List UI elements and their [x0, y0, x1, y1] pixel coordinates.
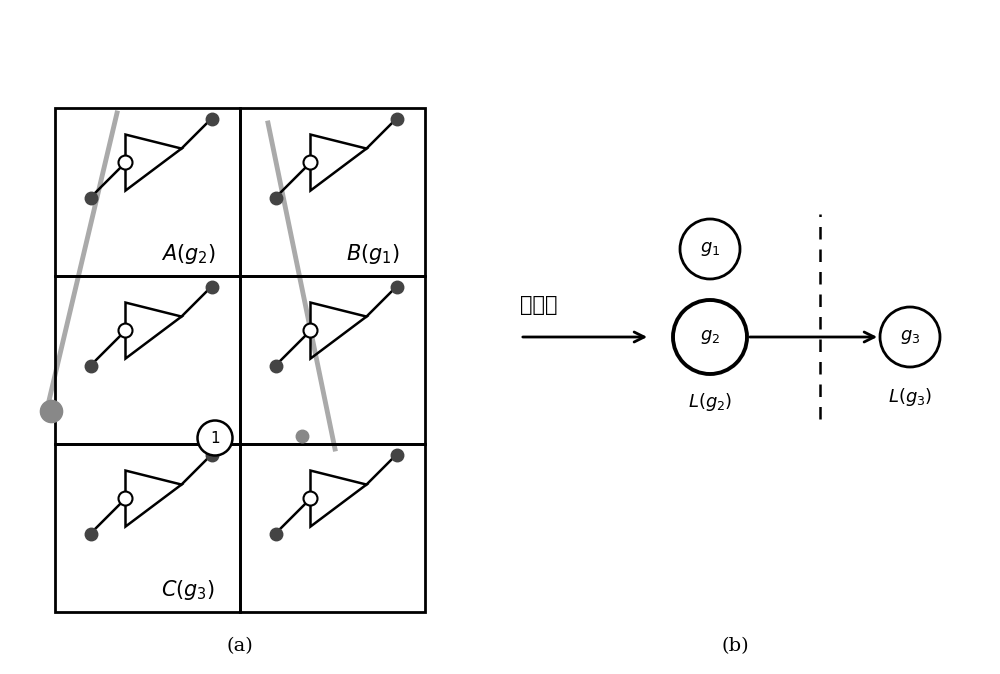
Text: $C(g_3)$: $C(g_3)$ — [161, 578, 215, 602]
Circle shape — [680, 219, 740, 279]
Bar — [55, 276, 240, 444]
Circle shape — [304, 491, 318, 506]
Text: $L(g_2)$: $L(g_2)$ — [688, 391, 732, 413]
Text: $g_2$: $g_2$ — [700, 328, 720, 346]
Bar — [55, 108, 240, 276]
Circle shape — [673, 300, 747, 374]
Text: (b): (b) — [721, 637, 749, 655]
Circle shape — [880, 307, 940, 367]
Bar — [240, 444, 425, 612]
Text: $A(g_2)$: $A(g_2)$ — [161, 242, 216, 266]
Text: 容错前: 容错前 — [520, 295, 558, 315]
Circle shape — [119, 156, 133, 170]
Bar — [55, 444, 240, 612]
Text: $g_1$: $g_1$ — [700, 240, 720, 258]
Circle shape — [198, 421, 233, 456]
Circle shape — [119, 491, 133, 506]
Bar — [240, 276, 425, 444]
Text: (a): (a) — [227, 637, 253, 655]
Text: 1: 1 — [210, 431, 220, 446]
Circle shape — [119, 324, 133, 338]
Circle shape — [304, 324, 318, 338]
Bar — [240, 108, 425, 276]
Circle shape — [304, 156, 318, 170]
Text: $L(g_3)$: $L(g_3)$ — [888, 386, 932, 408]
Text: $g_3$: $g_3$ — [900, 328, 920, 346]
Text: $B(g_1)$: $B(g_1)$ — [346, 242, 400, 266]
